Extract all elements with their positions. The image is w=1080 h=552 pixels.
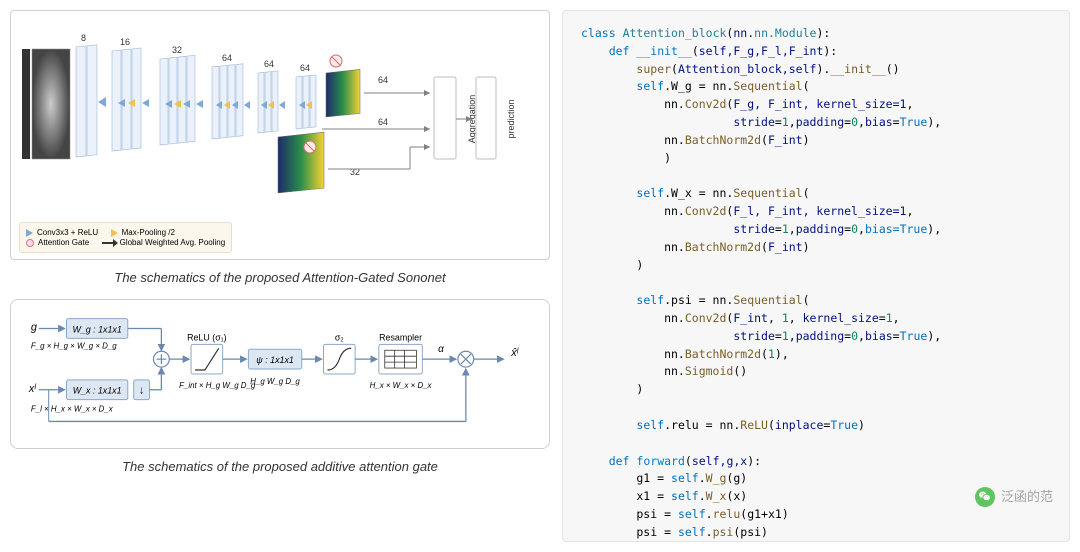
legend: Conv3x3 + ReLU Max-Pooling /2 Attention … <box>19 222 232 253</box>
svg-text:32: 32 <box>172 45 182 55</box>
sononet-diagram: Input 8 16 <box>10 10 550 260</box>
svg-text:g: g <box>31 321 37 333</box>
gate-svg: g W_g : 1x1x1 F_g × H_g × W_g × D_g xˡ W… <box>23 312 537 432</box>
watermark-text: 泛函的范 <box>1001 487 1053 507</box>
wechat-icon <box>975 487 995 507</box>
svg-text:W_g : 1x1x1: W_g : 1x1x1 <box>72 324 121 334</box>
svg-text:↓: ↓ <box>139 385 144 397</box>
svg-text:W_x : 1x1x1: W_x : 1x1x1 <box>73 386 122 396</box>
svg-text:64: 64 <box>378 75 388 85</box>
svg-text:σ₂: σ₂ <box>335 332 344 342</box>
svg-text:F_int × H_g W_g D_g: F_int × H_g W_g D_g <box>179 381 256 390</box>
svg-text:H_x × W_x × D_x: H_x × W_x × D_x <box>370 381 433 390</box>
svg-text:α: α <box>438 344 444 355</box>
caption-bottom: The schematics of the proposed additive … <box>10 459 550 474</box>
svg-text:prediction: prediction <box>506 99 516 138</box>
left-panel: Input 8 16 <box>10 10 550 542</box>
svg-text:64: 64 <box>300 63 310 73</box>
svg-text:x̂ˡ: x̂ˡ <box>510 347 518 359</box>
svg-text:xˡ: xˡ <box>28 383 36 395</box>
svg-text:H_g W_g D_g: H_g W_g D_g <box>250 377 300 386</box>
svg-text:8: 8 <box>81 33 86 43</box>
svg-text:Resampler: Resampler <box>379 332 422 342</box>
svg-text:ψ : 1x1x1: ψ : 1x1x1 <box>256 355 294 365</box>
svg-text:ReLU (σ₁): ReLU (σ₁) <box>187 332 227 342</box>
gate-diagram: g W_g : 1x1x1 F_g × H_g × W_g × D_g xˡ W… <box>10 299 550 449</box>
caption-top: The schematics of the proposed Attention… <box>10 270 550 285</box>
svg-text:64: 64 <box>222 53 232 63</box>
watermark: 泛函的范 <box>975 487 1053 507</box>
svg-text:F_g × H_g × W_g × D_g: F_g × H_g × W_g × D_g <box>31 341 117 350</box>
svg-text:64: 64 <box>378 117 388 127</box>
svg-text:F_l × H_x × W_x × D_x: F_l × H_x × W_x × D_x <box>31 405 114 414</box>
sononet-svg: Input 8 16 <box>19 19 541 209</box>
svg-text:16: 16 <box>120 37 130 47</box>
code-panel: class Attention_block(nn.nn.Module): def… <box>562 10 1070 542</box>
svg-text:64: 64 <box>264 59 274 69</box>
